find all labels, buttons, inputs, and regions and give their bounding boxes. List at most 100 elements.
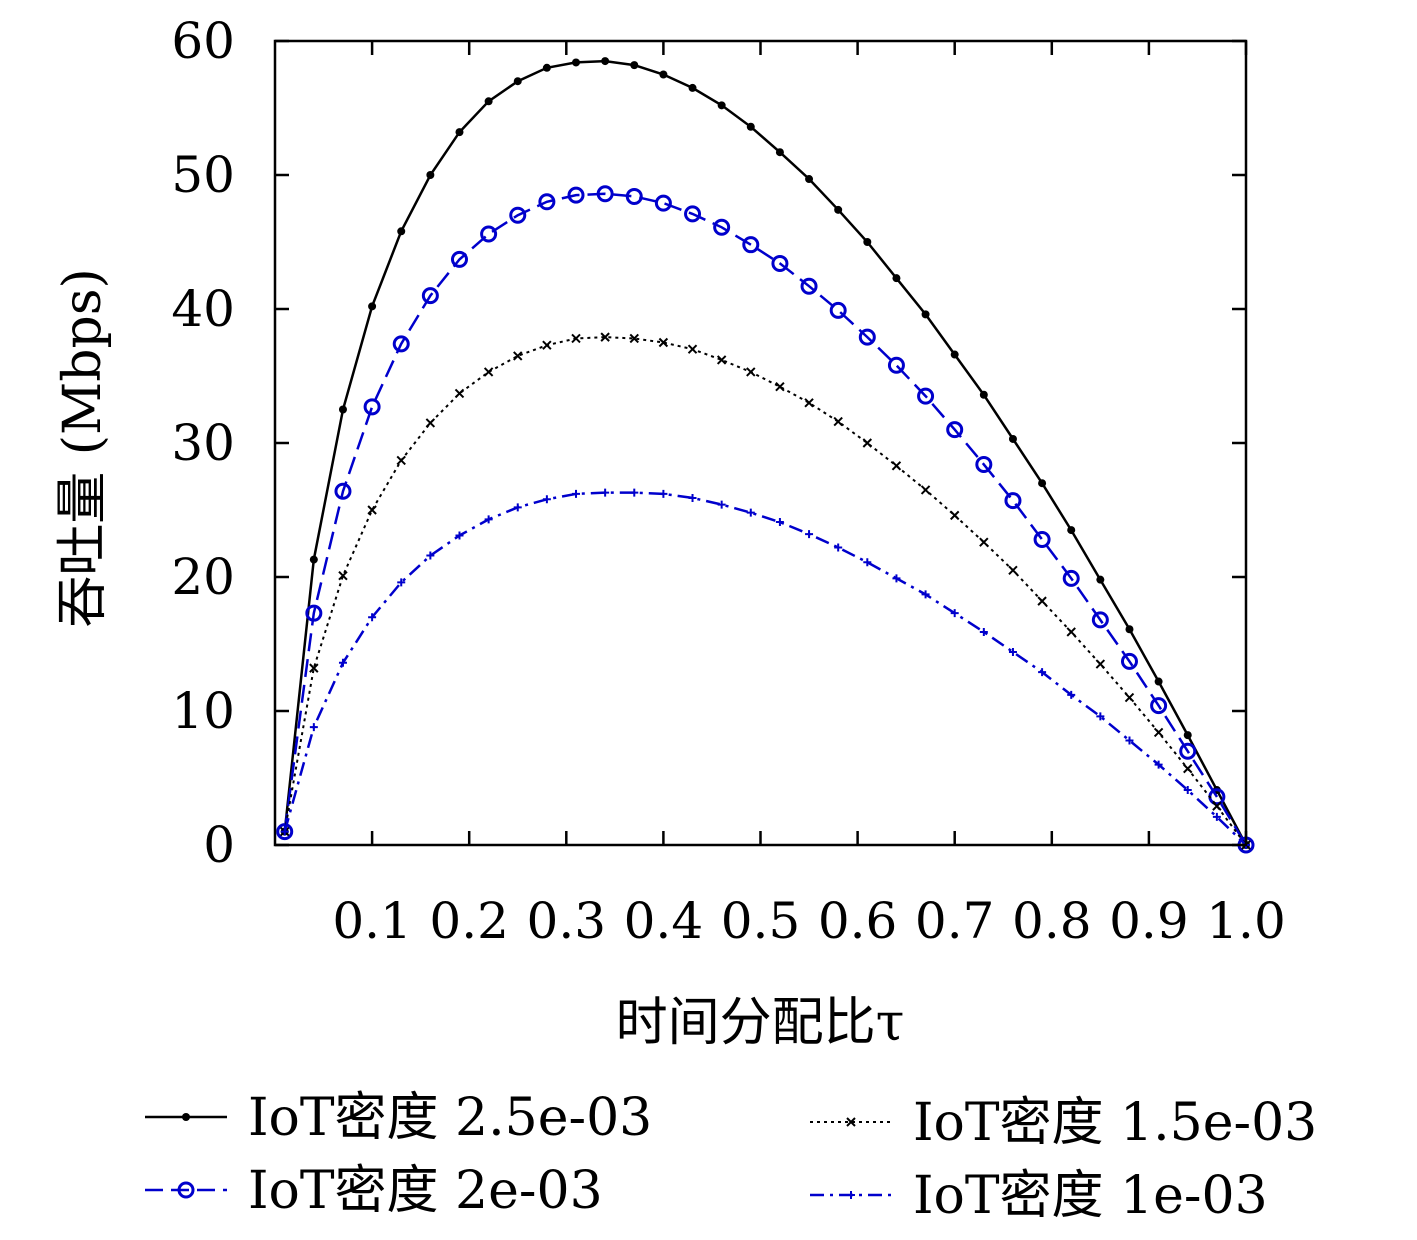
data-point (572, 489, 581, 498)
y-tick-label: 60 (171, 12, 235, 70)
data-point (659, 489, 668, 498)
data-point (538, 193, 556, 211)
data-point (713, 218, 731, 236)
y-tick-label: 20 (171, 548, 235, 606)
data-point (834, 205, 843, 214)
data-point (1033, 530, 1051, 548)
data-point (858, 328, 876, 346)
data-point (775, 382, 785, 392)
data-point (1066, 627, 1076, 637)
data-point (863, 558, 872, 567)
data-point (771, 254, 789, 272)
data-point (1096, 712, 1105, 721)
data-point (600, 332, 610, 342)
data-point (368, 302, 377, 311)
legend: IoT密度 2.5e-03 IoT密度 2e-03 IoT密度 1.5e-03 IoT… (145, 1088, 1317, 1226)
data-point (1125, 625, 1134, 634)
data-point (484, 515, 493, 524)
legend-item: IoT密度 1e-03 (810, 1166, 1268, 1226)
legend-marker (177, 1181, 195, 1199)
plot-frame (273, 39, 1248, 847)
data-point (426, 171, 435, 179)
data-point (309, 723, 318, 732)
data-point (688, 493, 697, 502)
data-point (804, 398, 814, 408)
data-point (1096, 575, 1105, 584)
data-point (338, 570, 348, 581)
data-point (746, 122, 755, 131)
data-point (775, 518, 784, 527)
data-point (742, 236, 760, 254)
data-point (1183, 731, 1192, 740)
data-point (917, 387, 935, 405)
x-tick-label: 0.8 (1012, 892, 1092, 950)
data-point (513, 503, 522, 512)
x-tick-label: 0.7 (915, 892, 995, 950)
data-point (1067, 526, 1076, 535)
data-point (629, 333, 639, 344)
data-point (659, 70, 668, 79)
legend-label: IoT密度 1e-03 (913, 1166, 1268, 1226)
data-point (1212, 812, 1221, 821)
x-tick-label: 0.4 (624, 892, 704, 950)
y-tick-label: 50 (171, 146, 235, 204)
data-point (1008, 648, 1017, 657)
data-point (567, 186, 585, 204)
legend-item: IoT密度 1.5e-03 (810, 1093, 1317, 1153)
data-point (1154, 677, 1163, 686)
data-point (450, 250, 468, 268)
data-point (397, 227, 406, 236)
data-point (572, 58, 581, 67)
data-point (426, 551, 435, 560)
data-point (392, 335, 410, 353)
data-point (1183, 786, 1192, 795)
data-point (1153, 727, 1164, 738)
data-point (455, 128, 464, 137)
data-point (363, 398, 381, 416)
x-tick-label: 0.9 (1109, 892, 1189, 950)
x-tick-label: 0.1 (332, 892, 412, 950)
data-point (979, 537, 989, 547)
data-point (975, 455, 993, 473)
data-point (1095, 659, 1106, 669)
data-point (887, 356, 905, 374)
y-tick-label: 40 (171, 280, 235, 338)
data-point (509, 206, 527, 224)
y-tick-label: 30 (171, 414, 235, 472)
data-point (1067, 690, 1076, 699)
data-point (421, 287, 439, 305)
x-axis-ticks: 0.1 0.2 0.3 0.4 0.5 0.6 0.7 0.8 0.9 1.0 (332, 41, 1286, 950)
data-point (334, 482, 352, 500)
series-2 (276, 185, 1255, 854)
data-point (717, 101, 726, 110)
data-point (829, 301, 847, 319)
data-point (1212, 801, 1222, 811)
y-axis-title: 吞吐量 (Mbps) (53, 268, 113, 628)
x-tick-label: 0.6 (818, 892, 898, 950)
data-point (1004, 492, 1022, 510)
legend-marker (182, 1113, 190, 1121)
legend-item: IoT密度 2.5e-03 (145, 1088, 652, 1148)
data-point (1091, 611, 1109, 629)
data-point (949, 510, 960, 521)
x-axis-title: 时间分配比τ (616, 993, 905, 1053)
data-point (1008, 565, 1018, 576)
data-point (571, 333, 581, 344)
data-point (805, 530, 814, 539)
data-point (630, 61, 639, 70)
series-1 (280, 57, 1250, 849)
data-point (950, 350, 959, 359)
data-point (1150, 697, 1168, 715)
data-point (921, 590, 930, 599)
series-line (283, 491, 1247, 846)
data-point (688, 83, 697, 92)
data-point (746, 367, 756, 377)
data-point (862, 438, 873, 448)
data-point (396, 455, 406, 466)
data-point (513, 351, 523, 361)
data-point (920, 485, 931, 495)
data-point (484, 97, 493, 106)
data-point (625, 187, 643, 205)
data-point (513, 77, 522, 86)
